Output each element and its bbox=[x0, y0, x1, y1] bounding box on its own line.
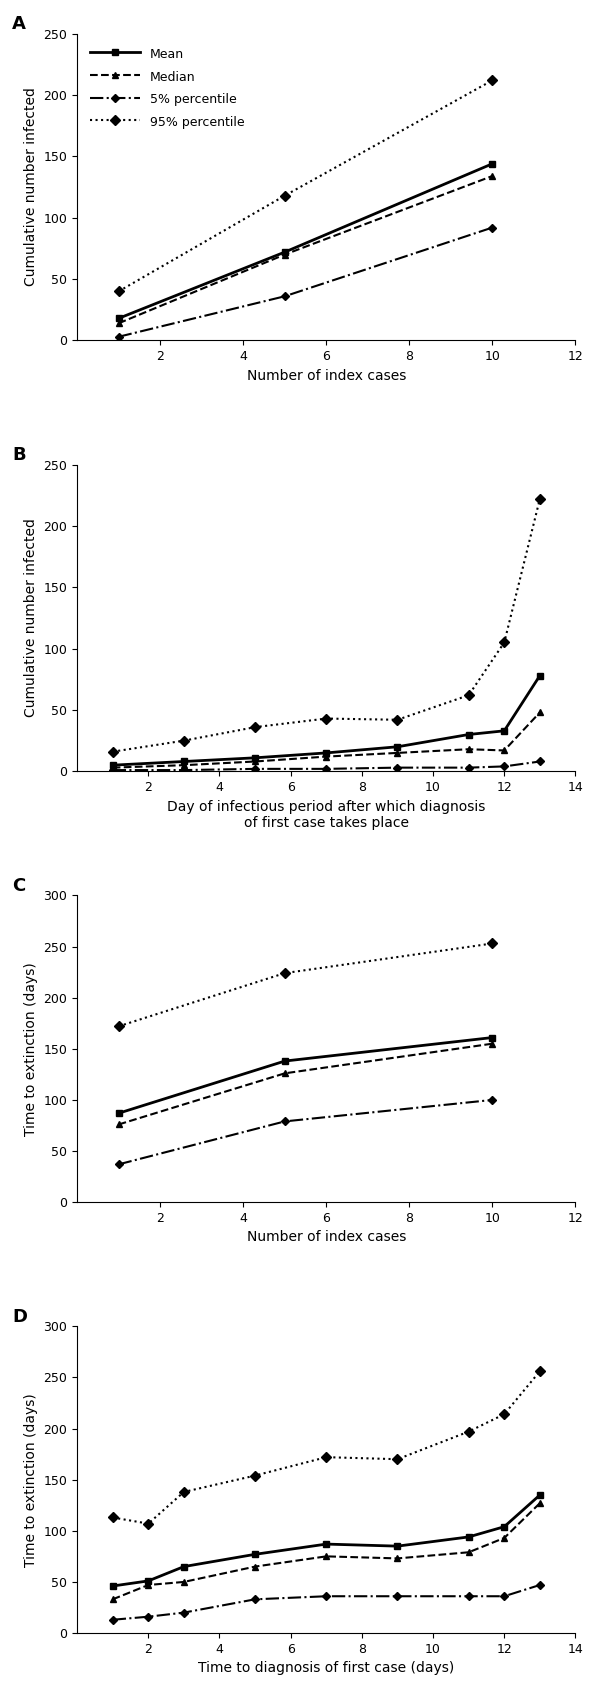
Text: D: D bbox=[13, 1308, 28, 1327]
X-axis label: Day of infectious period after which diagnosis
of first case takes place: Day of infectious period after which dia… bbox=[167, 800, 485, 829]
Y-axis label: Time to extinction (days): Time to extinction (days) bbox=[24, 1393, 38, 1567]
X-axis label: Time to diagnosis of first case (days): Time to diagnosis of first case (days) bbox=[198, 1662, 454, 1675]
Text: C: C bbox=[13, 876, 26, 895]
X-axis label: Number of index cases: Number of index cases bbox=[247, 369, 406, 382]
Legend: Mean, Median, 5% percentile, 95% percentile: Mean, Median, 5% percentile, 95% percent… bbox=[83, 41, 250, 135]
Y-axis label: Cumulative number infected: Cumulative number infected bbox=[24, 518, 38, 717]
X-axis label: Number of index cases: Number of index cases bbox=[247, 1230, 406, 1244]
Y-axis label: Time to extinction (days): Time to extinction (days) bbox=[24, 963, 38, 1135]
Text: B: B bbox=[13, 447, 26, 464]
Text: A: A bbox=[13, 15, 26, 34]
Y-axis label: Cumulative number infected: Cumulative number infected bbox=[24, 88, 38, 286]
